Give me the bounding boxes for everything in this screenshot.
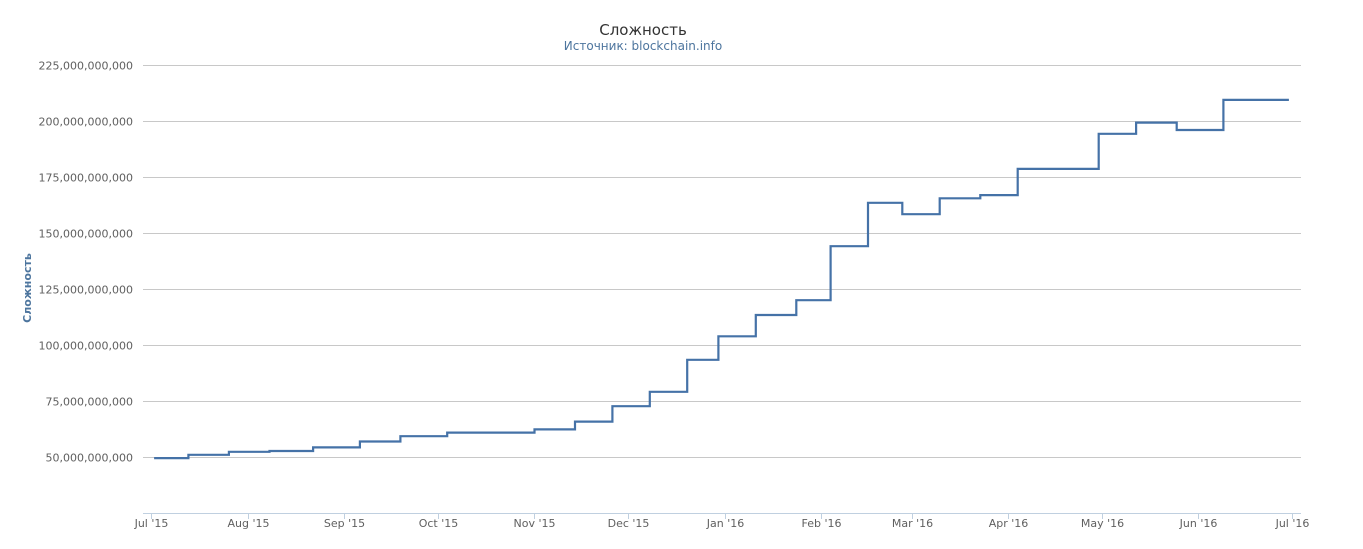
x-tick-label: Sep '15 [324, 517, 365, 530]
chart-subtitle: Источник: blockchain.info [564, 39, 722, 53]
x-tick-label: Aug '15 [228, 517, 270, 530]
y-tick-label: 175,000,000,000 [39, 172, 133, 185]
y-tick-label: 150,000,000,000 [39, 228, 133, 241]
x-axis: Jul '15 Aug '15 Sep '15 Oct '15 Nov '15 Dec '… [134, 513, 1310, 530]
x-tick-label: Jul '16 [1275, 517, 1310, 530]
difficulty-series-line [154, 98, 1289, 460]
y-tick-label: 125,000,000,000 [39, 284, 133, 297]
x-tick-label: Dec '15 [608, 517, 650, 530]
x-tick-label: Oct '15 [419, 517, 459, 530]
chart-title: Сложность [599, 21, 687, 39]
y-tick-label: 50,000,000,000 [46, 452, 133, 465]
y-tick-label: 100,000,000,000 [39, 340, 133, 353]
y-tick-label: 200,000,000,000 [39, 116, 133, 129]
x-tick-label: Jan '16 [706, 517, 744, 530]
y-axis: 50,000,000,000 75,000,000,000 100,000,000,… [39, 60, 133, 465]
grid [143, 65, 1301, 458]
x-tick-label: May '16 [1081, 517, 1124, 530]
plot-area [154, 98, 1289, 460]
y-tick-label: 225,000,000,000 [39, 60, 133, 73]
x-tick-label: Jul '15 [134, 517, 169, 530]
x-tick-label: Feb '16 [802, 517, 842, 530]
x-tick-label: Jun '16 [1179, 517, 1218, 530]
x-tick-label: Nov '15 [514, 517, 556, 530]
x-tick-label: Mar '16 [892, 517, 933, 530]
y-tick-label: 75,000,000,000 [46, 396, 133, 409]
x-tick-label: Apr '16 [989, 517, 1029, 530]
y-axis-label: Сложность [21, 253, 34, 323]
